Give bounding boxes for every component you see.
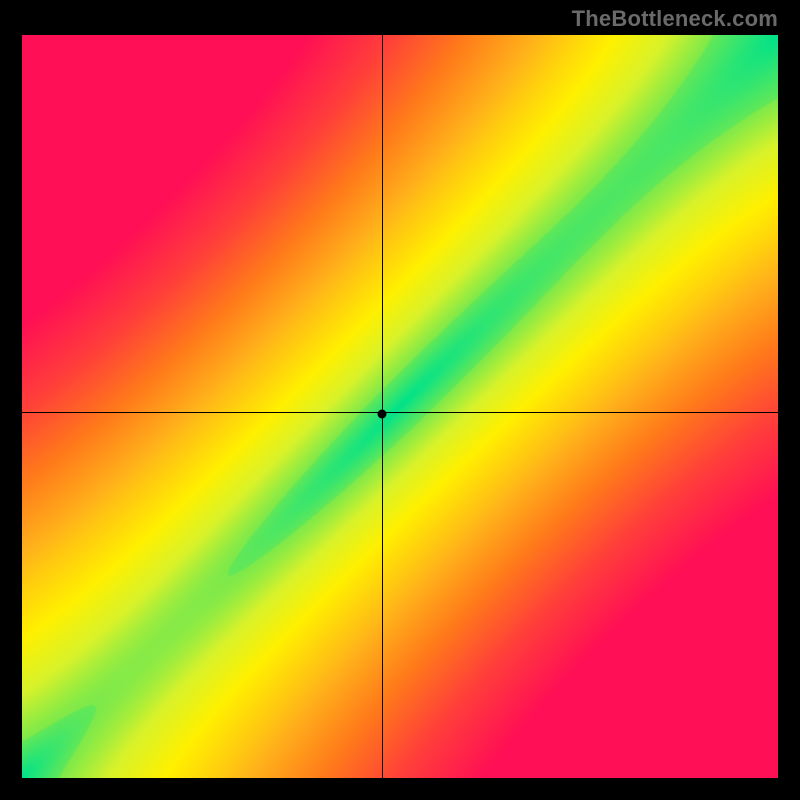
crosshair-marker xyxy=(377,409,386,418)
heatmap-plot xyxy=(22,35,778,778)
crosshair-vertical xyxy=(382,35,383,778)
watermark-text: TheBottleneck.com xyxy=(572,6,778,32)
crosshair-horizontal xyxy=(22,412,778,413)
heatmap-canvas xyxy=(22,35,778,778)
chart-container: TheBottleneck.com xyxy=(0,0,800,800)
